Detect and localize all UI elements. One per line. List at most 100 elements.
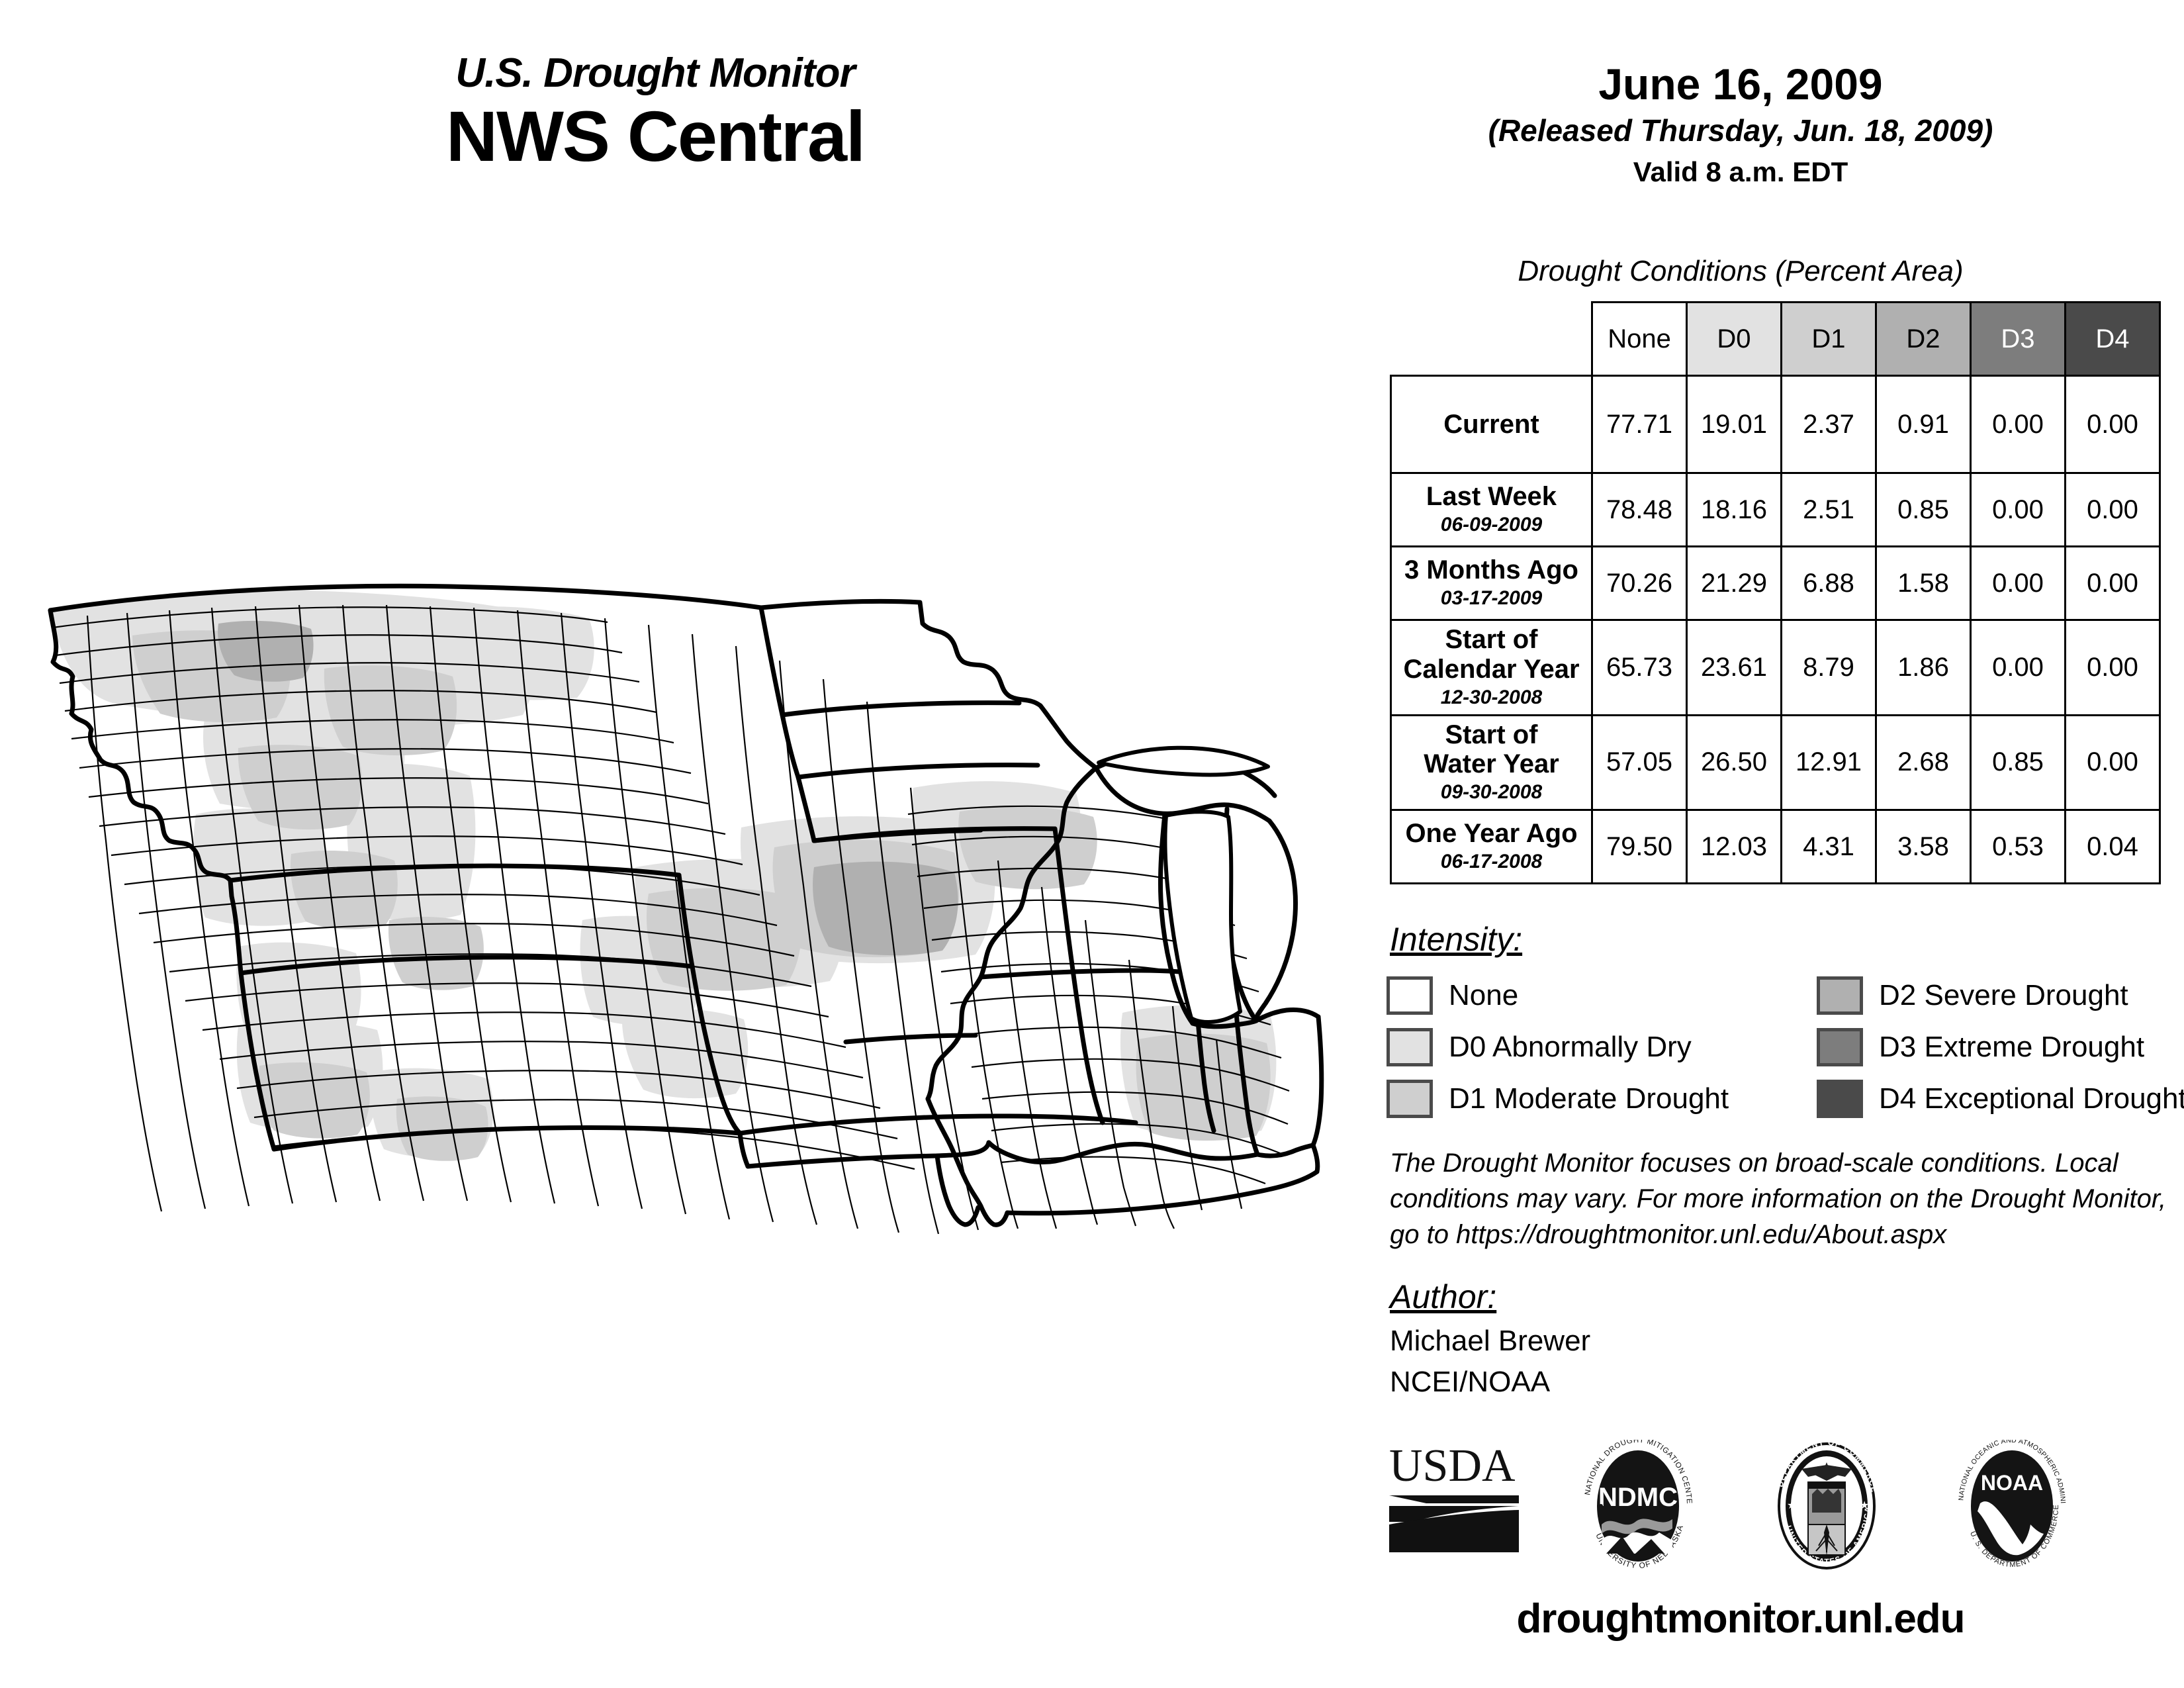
legend-item: D1 Moderate Drought — [1387, 1073, 1729, 1125]
author-heading: Author: — [1390, 1278, 1497, 1315]
cell-d2: 3.58 — [1875, 809, 1972, 885]
table-caption: Drought Conditions (Percent Area) — [1518, 255, 1964, 287]
row-label: Current — [1390, 375, 1593, 474]
cell-d4: 0.00 — [2064, 545, 2161, 621]
legend-swatch — [1817, 976, 1863, 1015]
legend-column-right: D2 Severe Drought D3 Extreme Drought D4 Ex… — [1817, 970, 2184, 1125]
legend-item: D0 Abnormally Dry — [1387, 1021, 1729, 1073]
row-label: Last Week 06-09-2009 — [1390, 472, 1593, 547]
site-url: droughtmonitor.unl.edu — [1516, 1596, 1965, 1642]
row-label-name: Start of Water Year — [1424, 720, 1559, 779]
map-svg — [48, 583, 1324, 1235]
legend-swatch — [1817, 1080, 1863, 1118]
row-label: 3 Months Ago 03-17-2009 — [1390, 545, 1593, 621]
cell-d2: 1.86 — [1875, 619, 1972, 716]
date-header: June 16, 2009 (Released Thursday, Jun. 1… — [1324, 60, 2158, 193]
region-title: NWS Central — [445, 96, 866, 176]
legend-item: D2 Severe Drought — [1817, 970, 2184, 1021]
cell-d4: 0.04 — [2064, 809, 2161, 885]
row-label: Start of Calendar Year 12-30-2008 — [1390, 619, 1593, 716]
row-label-date: 09-30-2008 — [1440, 781, 1543, 804]
table-body: Current 77.71 19.01 2.37 0.91 0.00 0.00 Last We… — [1390, 375, 2161, 885]
row-label: Start of Water Year 09-30-2008 — [1390, 714, 1593, 812]
row-label-name: Current — [1443, 409, 1539, 439]
legend-label: D3 Extreme Drought — [1879, 1031, 2145, 1063]
disclaimer-text: The Drought Monitor focuses on broad-sca… — [1390, 1149, 2167, 1249]
row-label-name: 3 Months Ago — [1404, 555, 1578, 585]
table-row: 3 Months Ago 03-17-2009 70.26 21.29 6.88 1.58… — [1390, 545, 2161, 621]
cell-d0: 19.01 — [1686, 375, 1782, 474]
legend-item: D3 Extreme Drought — [1817, 1021, 2184, 1073]
cell-d3: 0.00 — [1970, 472, 2066, 547]
table-row: Start of Water Year 09-30-2008 57.05 26.50 12… — [1390, 714, 2161, 812]
map-lake-outlines — [1097, 745, 1270, 1024]
noaa-logo: NATIONAL OCEANIC AND ATMOSPHERIC ADMINIS… — [1943, 1434, 2078, 1575]
release-date: (Released Thursday, Jun. 18, 2009) — [1488, 113, 1993, 148]
cell-d2: 1.58 — [1875, 545, 1972, 621]
cell-none: 65.73 — [1591, 619, 1688, 716]
cell-none: 77.71 — [1591, 375, 1688, 474]
column-header-d2: D2 — [1875, 301, 1972, 377]
header-spacer — [1391, 303, 1592, 376]
legend-swatch — [1387, 1080, 1433, 1118]
row-label-name: Last Week — [1426, 482, 1557, 512]
cell-d3: 0.85 — [1970, 714, 2066, 812]
table-header-row: None D0 D1 D2 D3 D4 — [1391, 301, 2161, 377]
cell-d4: 0.00 — [2064, 714, 2161, 812]
row-label-name: One Year Ago — [1405, 819, 1578, 849]
intensity-heading: Intensity: — [1390, 921, 1523, 958]
svg-text:USDA: USDA — [1389, 1440, 1516, 1491]
cell-none: 57.05 — [1591, 714, 1688, 812]
legend-label: D0 Abnormally Dry — [1449, 1031, 1692, 1063]
row-label-date: 03-17-2009 — [1440, 586, 1543, 609]
cell-none: 78.48 — [1591, 472, 1688, 547]
legend-swatch — [1387, 976, 1433, 1015]
cell-d1: 6.88 — [1780, 545, 1877, 621]
cell-d3: 0.00 — [1970, 375, 2066, 474]
map-great-lakes — [1099, 747, 1268, 1022]
drought-conditions-table: None D0 D1 D2 D3 D4 Current 77.71 19.01 2.3… — [1390, 301, 2161, 885]
svg-text:★: ★ — [1860, 1500, 1869, 1511]
row-label: One Year Ago 06-17-2008 — [1390, 809, 1593, 885]
table-row: One Year Ago 06-17-2008 79.50 12.03 4.31 3.58… — [1390, 809, 2161, 885]
column-header-d4: D4 — [2064, 301, 2161, 377]
valid-time: Valid 8 a.m. EDT — [1633, 156, 1848, 187]
svg-text:★: ★ — [1787, 1500, 1796, 1511]
cell-d0: 12.03 — [1686, 809, 1782, 885]
usda-logo: USDA — [1387, 1440, 1539, 1559]
svg-text:NDMC: NDMC — [1598, 1483, 1678, 1512]
cell-d1: 2.51 — [1780, 472, 1877, 547]
program-title: U.S. Drought Monitor — [455, 50, 855, 96]
cell-d3: 0.00 — [1970, 619, 2066, 716]
column-header-d3: D3 — [1970, 301, 2066, 377]
legend-label: D2 Severe Drought — [1879, 979, 2128, 1011]
column-header-d0: D0 — [1686, 301, 1782, 377]
table-row: Last Week 06-09-2009 78.48 18.16 2.51 0.85 0.0… — [1390, 472, 2161, 547]
table-row: Start of Calendar Year 12-30-2008 65.73 23.6… — [1390, 619, 2161, 716]
column-header-d1: D1 — [1780, 301, 1877, 377]
logo-row: USDA NATIONAL DROUGHT MITIGATION CENTER … — [1387, 1434, 2167, 1575]
legend-swatch — [1817, 1028, 1863, 1066]
cell-d1: 4.31 — [1780, 809, 1877, 885]
legend-label: D1 Moderate Drought — [1449, 1082, 1729, 1115]
cell-d0: 18.16 — [1686, 472, 1782, 547]
row-label-name: Start of Calendar Year — [1403, 625, 1580, 684]
legend-item: D4 Exceptional Drought — [1817, 1073, 2184, 1125]
title-block: U.S. Drought Monitor NWS Central — [0, 53, 1310, 178]
cell-d3: 0.53 — [1970, 809, 2066, 885]
cell-d1: 8.79 — [1780, 619, 1877, 716]
row-label-date: 06-17-2008 — [1440, 851, 1543, 873]
legend-label: D4 Exceptional Drought — [1879, 1082, 2184, 1115]
cell-d0: 21.29 — [1686, 545, 1782, 621]
table-row: Current 77.71 19.01 2.37 0.91 0.00 0.00 — [1390, 375, 2161, 474]
ndmc-logo: NATIONAL DROUGHT MITIGATION CENTER UNIVE… — [1569, 1434, 1704, 1575]
cell-d4: 0.00 — [2064, 472, 2161, 547]
valid-date: June 16, 2009 — [1598, 60, 1883, 109]
author-affiliation: NCEI/NOAA — [1390, 1366, 1551, 1399]
cell-d1: 12.91 — [1780, 714, 1877, 812]
row-label-date: 06-09-2009 — [1440, 513, 1543, 536]
cell-d0: 26.50 — [1686, 714, 1782, 812]
author-name: Michael Brewer — [1390, 1325, 1591, 1357]
department-of-commerce-seal: DEPARTMENT OF COMMERCE UNITED STATES OF … — [1760, 1438, 1893, 1575]
svg-text:NOAA: NOAA — [1981, 1471, 2043, 1495]
